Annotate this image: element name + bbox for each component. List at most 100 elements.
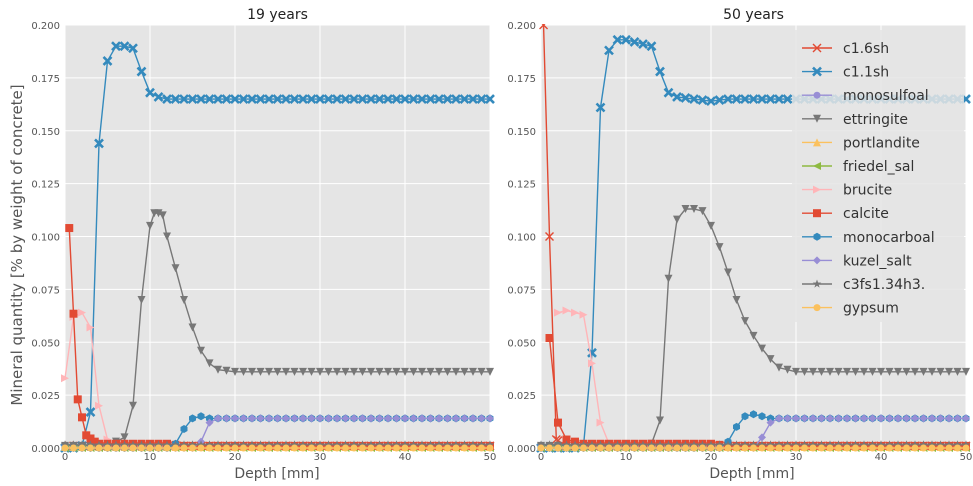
gypsum-marker — [291, 444, 298, 452]
gypsum-marker — [461, 444, 468, 452]
c3fs1-34h3-marker — [264, 440, 274, 449]
x-tick-label: 0 — [62, 452, 68, 463]
ettringite-marker — [673, 215, 681, 224]
monocarboal-marker — [750, 410, 757, 419]
gypsum-marker — [801, 444, 808, 452]
c1-1sh-marker — [340, 94, 351, 104]
legend-c1-6sh-marker — [812, 43, 822, 53]
c1-1sh-marker — [272, 94, 283, 104]
gypsum-marker — [563, 444, 570, 452]
legend-item-c1-1sh: c1.1sh — [802, 65, 889, 81]
c3fs1-34h3-marker — [60, 440, 70, 449]
gypsum-marker — [605, 444, 613, 452]
kuzel-salt-marker — [333, 414, 341, 423]
ettringite-marker — [180, 295, 188, 304]
ettringite-marker — [953, 367, 962, 376]
legend-label: calcite — [843, 206, 889, 222]
ettringite-marker — [707, 221, 715, 230]
kuzel-salt-marker — [426, 414, 435, 423]
c1-6sh-marker — [539, 24, 546, 30]
c3fs1-34h3-marker — [434, 440, 444, 449]
gypsum-marker — [920, 444, 927, 452]
gypsum-marker — [248, 444, 256, 452]
gypsum-marker — [265, 444, 273, 452]
c3fs1-34h3-marker — [876, 440, 886, 449]
kuzel-salt-marker — [894, 414, 902, 423]
gypsum-marker — [112, 444, 120, 452]
c3fs1-34h3-marker — [307, 440, 316, 449]
kuzel-salt-marker — [299, 414, 307, 423]
c1-1sh-marker — [349, 94, 359, 104]
c3fs1-34h3-marker — [77, 440, 87, 449]
ettringite-marker — [129, 401, 137, 410]
c1-1sh-marker — [85, 407, 96, 417]
c3fs1-34h3-marker — [834, 440, 843, 449]
c3fs1-34h3-marker — [400, 440, 410, 449]
kuzel-salt-marker — [469, 414, 477, 423]
c3fs1-34h3-marker — [842, 440, 852, 449]
c3fs1-34h3-marker — [392, 440, 401, 449]
series-ettringite — [61, 209, 494, 450]
ettringite-marker — [477, 367, 486, 376]
gypsum-marker — [724, 444, 732, 452]
calcite-marker — [73, 395, 82, 404]
c3fs1-34h3-marker — [664, 440, 673, 449]
gypsum-marker — [350, 444, 358, 452]
c1-1sh-marker — [740, 94, 750, 104]
kuzel-salt-marker — [452, 414, 460, 423]
c3fs1-34h3-marker — [154, 440, 163, 449]
ettringite-marker — [188, 323, 197, 332]
series-layer — [536, 24, 971, 453]
kuzel-salt-marker — [783, 414, 792, 423]
legend-item-c3fs1-34h3: c3fs1.34h3. — [802, 277, 925, 293]
c3fs1-34h3-marker — [927, 440, 937, 449]
c3fs1-34h3-marker — [749, 440, 758, 449]
c1-1sh-marker — [179, 94, 189, 104]
c1-1sh-marker — [782, 94, 793, 104]
gypsum-marker — [172, 444, 179, 452]
c1-1sh-marker — [731, 94, 742, 104]
ettringite-marker — [860, 367, 868, 376]
ettringite-marker — [486, 367, 494, 376]
kuzel-salt-marker — [435, 414, 443, 423]
gypsum-marker — [690, 444, 698, 452]
c1-1sh-marker — [153, 91, 164, 102]
y-tick-label: 0.075 — [31, 285, 60, 296]
monocarboal-marker — [189, 414, 196, 423]
ettringite-marker — [222, 366, 231, 375]
ettringite-marker — [826, 367, 834, 376]
c1-1sh-marker — [451, 94, 461, 104]
gypsum-marker — [877, 444, 885, 452]
legend-item-portlandite: portlandite — [802, 135, 920, 151]
c3fs1-34h3-marker — [485, 440, 495, 449]
ettringite-marker — [273, 367, 282, 376]
y-tick-label: 0.125 — [31, 180, 60, 191]
ettringite-marker — [205, 359, 214, 368]
kuzel-salt-marker — [936, 414, 945, 423]
ettringite-marker — [766, 355, 775, 364]
gypsum-marker — [903, 444, 910, 452]
kuzel-salt-marker — [860, 414, 868, 423]
gypsum-marker — [163, 444, 171, 452]
kuzel-salt-marker — [214, 414, 222, 423]
gypsum-marker — [469, 444, 477, 452]
x-tick-label: 40 — [399, 452, 412, 463]
legend-item-brucite: brucite — [802, 183, 892, 199]
c3fs1-34h3-marker — [332, 440, 342, 449]
c1-1sh-marker — [357, 94, 368, 104]
y-axis-label: Mineral quantity [% by weight of concret… — [8, 84, 26, 405]
ettringite-marker — [775, 363, 783, 372]
c3fs1-34h3-marker — [936, 440, 945, 449]
c3fs1-34h3-marker — [562, 440, 571, 449]
x-tick-label: 0 — [538, 452, 544, 463]
series-layer — [60, 41, 495, 453]
ettringite-marker — [792, 367, 800, 376]
ettringite-marker — [426, 367, 435, 376]
c3fs1-34h3-marker — [324, 440, 333, 449]
c3fs1-34h3-marker — [545, 440, 554, 449]
c3fs1-34h3-marker — [825, 440, 835, 449]
gypsum-marker — [257, 444, 264, 452]
ettringite-marker — [885, 367, 894, 376]
c1-1sh-marker — [595, 102, 606, 113]
ettringite-marker — [851, 367, 860, 376]
